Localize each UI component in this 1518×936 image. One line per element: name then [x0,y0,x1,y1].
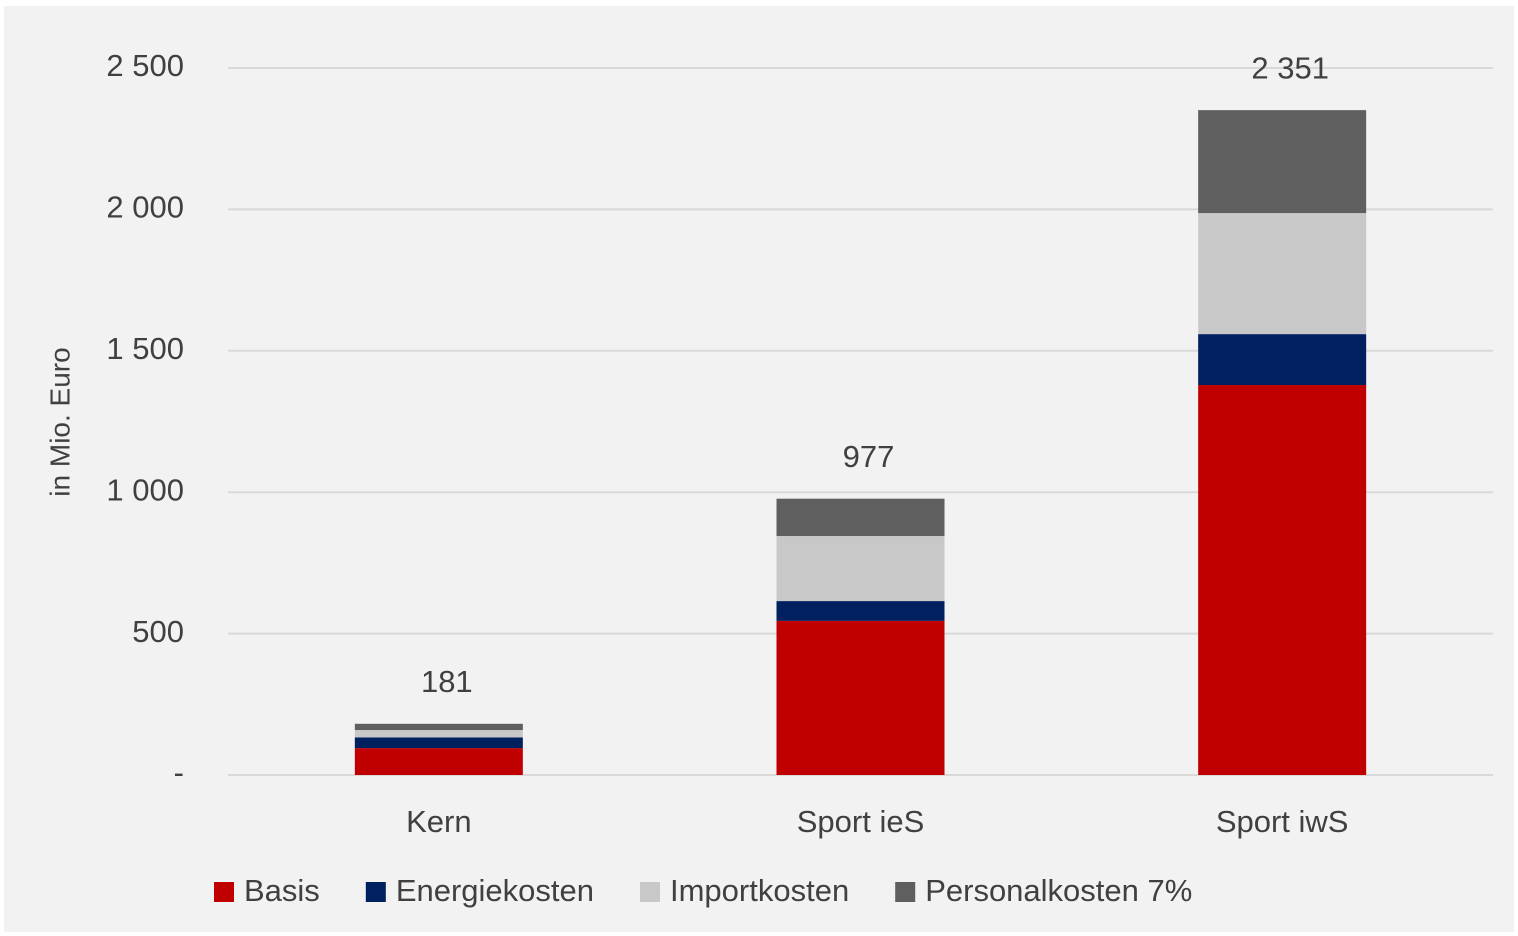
y-axis-label: in Mio. Euro [44,347,75,496]
legend-swatch [214,882,234,902]
y-tick-label: 2 000 [106,190,184,225]
bar-segment [1198,334,1367,386]
legend-swatch [365,882,386,902]
legend-label: Energiekosten [396,873,594,908]
legend-label: Importkosten [670,873,849,908]
bar-segment [354,730,523,738]
x-tick-label: Sport iwS [1216,804,1349,839]
x-tick-label: Sport ieS [797,804,925,839]
bar-segment [1198,213,1367,335]
total-label: 181 [421,664,473,699]
legend-label: Basis [244,873,320,908]
y-tick-label: 1 000 [106,472,184,507]
bar-segment [776,620,945,775]
bar-segment [1198,110,1367,214]
bar-segment [776,601,945,621]
bar-segment [1198,385,1367,775]
bar-segment [354,723,523,731]
y-tick-label: 500 [132,614,184,649]
bar-segment [354,737,523,749]
y-tick-label: 2 500 [106,48,184,83]
bar-segment [776,498,945,537]
bar-segment [354,748,523,775]
legend-swatch [640,882,660,902]
y-tick-label: 1 500 [106,331,184,366]
total-label: 2 351 [1251,50,1329,85]
y-tick-label: - [174,755,184,790]
legend-label: Personalkosten 7% [925,873,1192,908]
x-tick-label: Kern [406,804,471,839]
legend-swatch [895,882,916,902]
total-label: 977 [843,439,895,474]
bar-segment [776,536,945,602]
